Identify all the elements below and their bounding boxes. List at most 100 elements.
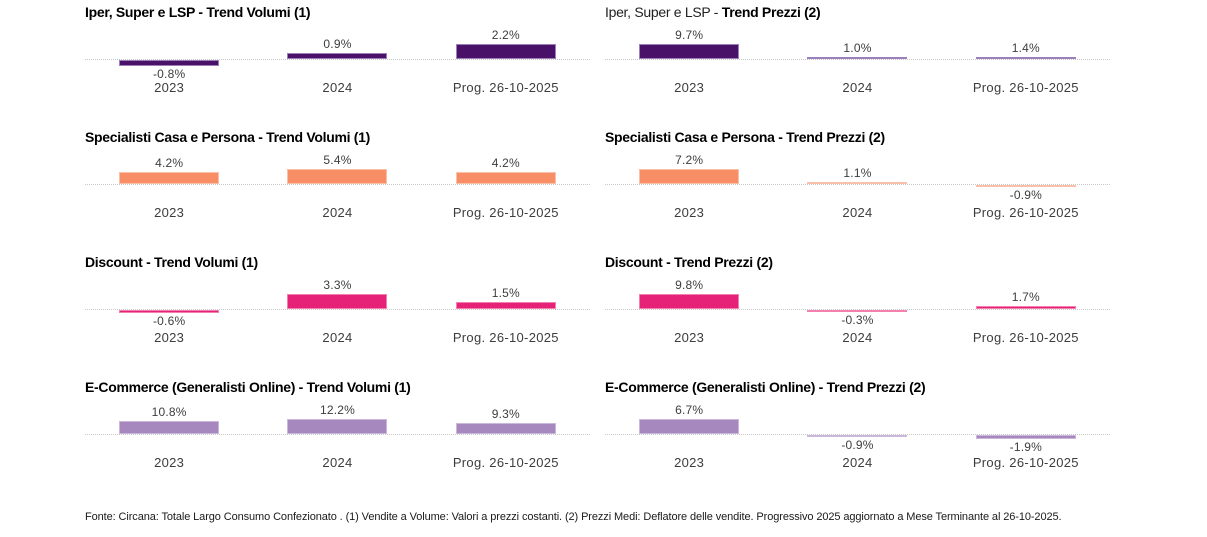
- bar: [119, 420, 220, 434]
- value-label: 0.9%: [323, 36, 352, 51]
- bar-group: -0.6% 2023: [85, 273, 253, 358]
- chart-title-prefix: Iper, Super e LSP -: [605, 4, 722, 20]
- chart-iper-super-lsp-trend-volumi: Iper, Super e LSP - Trend Volumi (1) -0.…: [85, 3, 590, 128]
- bar-group: 9.7% 2023: [605, 23, 773, 108]
- value-label: 7.2%: [675, 153, 704, 167]
- value-label: 12.2%: [319, 403, 355, 417]
- bar-plot: 10.8% 2023 12.2% 2024 9.3% Prog. 26-10-2025: [85, 398, 590, 483]
- chart-title-main: Iper, Super e LSP - Trend Volumi (1): [85, 4, 311, 20]
- bar-group: 1.7% Prog. 26-10-2025: [942, 273, 1110, 358]
- bar: [287, 169, 388, 184]
- axis-baseline: [605, 434, 1110, 435]
- bar-plot: 4.2% 2023 5.4% 2024 4.2% Prog. 26-10-2025: [85, 148, 590, 233]
- chart-title: E-Commerce (Generalisti Online) - Trend …: [605, 378, 1110, 396]
- value-label: -0.8%: [152, 66, 186, 81]
- axis-baseline: [85, 184, 590, 185]
- chart-title-main: E-Commerce (Generalisti Online) - Trend …: [605, 379, 926, 395]
- category-label: Prog. 26-10-2025: [972, 455, 1079, 470]
- value-label: -0.3%: [841, 313, 874, 327]
- category-label: Prog. 26-10-2025: [452, 330, 559, 345]
- chart-specialisti-casa-persona-trend-volumi: Specialisti Casa e Persona - Trend Volum…: [85, 128, 590, 253]
- bar: [119, 172, 220, 184]
- value-label: -1.9%: [1009, 440, 1042, 455]
- bar-plot: -0.6% 2023 3.3% 2024 1.5% Prog. 26-10-2025: [85, 273, 590, 358]
- chart-discount-trend-prezzi: Discount - Trend Prezzi (2) 9.8% 2023 -0.3…: [605, 253, 1110, 378]
- category-label: 2023: [674, 205, 705, 220]
- value-label: -0.6%: [152, 313, 186, 328]
- category-label: Prog. 26-10-2025: [972, 80, 1079, 95]
- bar-plot: 9.8% 2023 -0.3% 2024 1.7% Prog. 26-10-2025: [605, 273, 1110, 358]
- category-label: 2023: [674, 80, 705, 95]
- bar-group: 4.2% Prog. 26-10-2025: [422, 148, 590, 233]
- value-label: 3.3%: [323, 278, 352, 292]
- bar-plot: -0.8% 2023 0.9% 2024 2.2% Prog. 26-10-2025: [85, 23, 590, 108]
- bar-group: -0.9% 2024: [773, 398, 941, 483]
- bar-group: -1.9% Prog. 26-10-2025: [942, 398, 1110, 483]
- bar: [119, 60, 220, 66]
- value-label: 5.4%: [323, 153, 352, 167]
- value-label: 1.4%: [1011, 40, 1040, 55]
- bar: [807, 435, 908, 437]
- bar: [455, 44, 556, 59]
- value-label: -0.9%: [1009, 188, 1042, 202]
- chart-title-main: Trend Prezzi (2): [721, 4, 821, 20]
- value-label: 1.5%: [491, 286, 520, 301]
- chart-title: E-Commerce (Generalisti Online) - Trend …: [85, 378, 590, 396]
- bar: [287, 419, 388, 434]
- value-label: 2.2%: [491, 28, 520, 42]
- bar-group: 2.2% Prog. 26-10-2025: [422, 23, 590, 108]
- category-label: 2024: [322, 205, 353, 220]
- chart-title: Discount - Trend Volumi (1): [85, 253, 590, 271]
- category-label: 2024: [842, 205, 873, 220]
- category-label: Prog. 26-10-2025: [972, 330, 1079, 345]
- bar: [639, 169, 740, 184]
- bar-group: 5.4% 2024: [253, 148, 421, 233]
- category-label: 2023: [674, 455, 705, 470]
- category-label: Prog. 26-10-2025: [972, 205, 1079, 220]
- chart-title: Iper, Super e LSP - Trend Volumi (1): [85, 3, 590, 21]
- chart-e-commerce-trend-prezzi: E-Commerce (Generalisti Online) - Trend …: [605, 378, 1110, 503]
- chart-iper-super-lsp-trend-prezzi: Iper, Super e LSP - Trend Prezzi (2) 9.7…: [605, 3, 1110, 128]
- chart-discount-trend-volumi: Discount - Trend Volumi (1) -0.6% 2023 3.3…: [85, 253, 590, 378]
- category-label: 2024: [842, 80, 873, 95]
- axis-baseline: [605, 184, 1110, 185]
- chart-e-commerce-trend-volumi: E-Commerce (Generalisti Online) - Trend …: [85, 378, 590, 503]
- category-label: Prog. 26-10-2025: [452, 455, 559, 470]
- bar-group: 9.3% Prog. 26-10-2025: [422, 398, 590, 483]
- axis-baseline: [605, 59, 1110, 60]
- chart-title-main: E-Commerce (Generalisti Online) - Trend …: [85, 379, 411, 395]
- category-label: 2023: [154, 80, 185, 95]
- chart-title-main: Specialisti Casa e Persona - Trend Volum…: [85, 129, 371, 145]
- axis-baseline: [605, 309, 1110, 310]
- bar-group: 7.2% 2023: [605, 148, 773, 233]
- bar-plot: 7.2% 2023 1.1% 2024 -0.9% Prog. 26-10-2025: [605, 148, 1110, 233]
- value-label: -0.9%: [841, 438, 874, 452]
- bar: [455, 172, 556, 184]
- bar: [287, 294, 388, 309]
- value-label: 1.0%: [843, 41, 872, 55]
- value-label: 9.8%: [675, 278, 704, 292]
- value-label: 10.8%: [151, 404, 187, 419]
- bar: [639, 294, 740, 309]
- bar-group: 10.8% 2023: [85, 398, 253, 483]
- bar-group: 1.5% Prog. 26-10-2025: [422, 273, 590, 358]
- value-label: 4.2%: [491, 156, 520, 171]
- bar-plot: 6.7% 2023 -0.9% 2024 -1.9% Prog. 26-10-2025: [605, 398, 1110, 483]
- chart-title: Specialisti Casa e Persona - Trend Prezz…: [605, 128, 1110, 146]
- bar-group: 4.2% 2023: [85, 148, 253, 233]
- source-footnote: Fonte: Circana: Totale Largo Consumo Con…: [85, 511, 1062, 523]
- category-label: 2024: [322, 80, 353, 95]
- bar-group: 1.4% Prog. 26-10-2025: [942, 23, 1110, 108]
- bar: [807, 57, 908, 59]
- chart-specialisti-casa-persona-trend-prezzi: Specialisti Casa e Persona - Trend Prezz…: [605, 128, 1110, 253]
- bar-group: 1.0% 2024: [773, 23, 941, 108]
- value-label: 9.3%: [491, 406, 520, 421]
- bar-group: -0.9% Prog. 26-10-2025: [942, 148, 1110, 233]
- category-label: 2024: [322, 330, 353, 345]
- bar-group: 0.9% 2024: [253, 23, 421, 108]
- bar: [639, 419, 740, 434]
- category-label: Prog. 26-10-2025: [452, 205, 559, 220]
- bar: [807, 181, 908, 184]
- charts-grid: Iper, Super e LSP - Trend Volumi (1) -0.…: [85, 3, 1207, 503]
